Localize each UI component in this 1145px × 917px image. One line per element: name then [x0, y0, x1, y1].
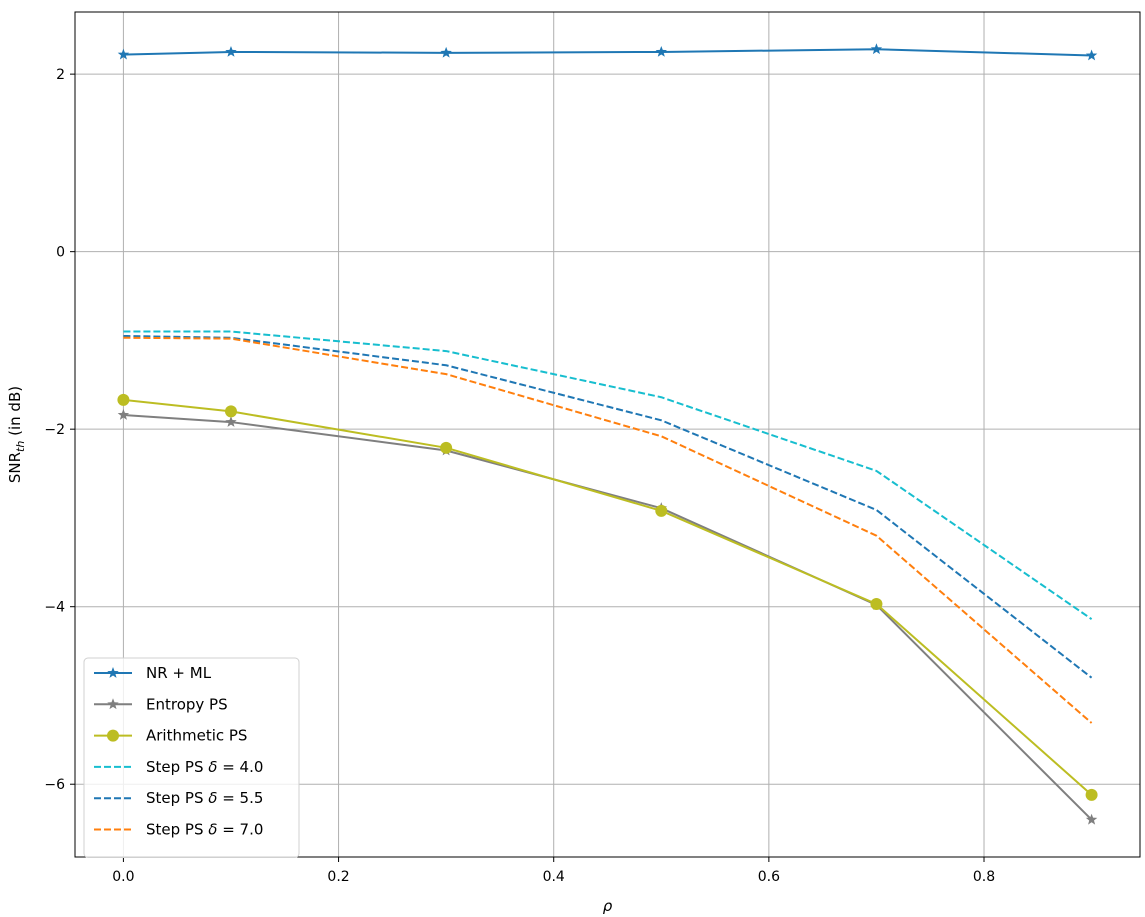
data-point: [870, 43, 883, 55]
data-point: [1085, 813, 1098, 825]
x-tick-label: 0.4: [543, 869, 565, 885]
legend-item: Entropy PS: [94, 695, 228, 713]
legend-marker: [107, 698, 119, 710]
series-step-ps-delta-7-0: [123, 336, 1093, 724]
data-point: [440, 441, 453, 454]
legend-item: Step PS δ = 4.0: [94, 758, 263, 776]
legend-item: Step PS δ = 7.0: [94, 821, 263, 839]
y-tick-label: 2: [56, 67, 65, 83]
y-axis-label: SNRth (in dB): [6, 386, 27, 483]
data-point: [224, 405, 237, 418]
series-layer: [117, 43, 1098, 825]
series-line: [123, 398, 1093, 796]
data-point: [225, 45, 237, 57]
data-point: [870, 598, 883, 611]
data-point: [1085, 788, 1098, 801]
legend-box: [83, 657, 300, 858]
legend-label: Step PS δ = 5.5: [146, 789, 263, 807]
data-point: [117, 48, 130, 60]
data-point: [225, 416, 237, 427]
legend-marker: [107, 667, 119, 678]
series-line: [123, 330, 1093, 620]
series-step-ps-delta-5-5: [123, 334, 1093, 679]
legend-item: Step PS δ = 5.5: [94, 789, 263, 807]
series-line: [123, 48, 1092, 57]
y-tick-label: −2: [44, 422, 65, 438]
legend-label: NR + ML: [146, 664, 212, 682]
plot-frame: [74, 11, 1141, 858]
y-tick-label: −4: [44, 600, 65, 616]
legend-item: Arithmetic PS: [94, 727, 247, 745]
series-step-ps-delta-4-0: [123, 330, 1093, 620]
data-point: [655, 45, 667, 57]
legend-label: Step PS δ = 7.0: [146, 821, 263, 839]
series-line: [123, 334, 1093, 679]
legend-label: Step PS δ = 4.0: [146, 758, 263, 776]
legend-item: NR + ML: [94, 664, 212, 682]
y-tick-label: −6: [44, 777, 65, 793]
legend-label: Arithmetic PS: [146, 727, 247, 745]
data-point: [117, 393, 130, 406]
x-tick-label: 0.6: [758, 869, 780, 885]
legend: NR + ML Entropy PS Arithmetic PS Step PS δ …: [83, 657, 300, 858]
legend-label: Entropy PS: [146, 695, 228, 713]
grid: [75, 12, 1140, 857]
data-point: [655, 504, 668, 517]
y-axis-label-main: SNR: [6, 452, 24, 483]
ticks: 0.0 0.2 0.4 0.6 0.8 −6 −4 −2 0 2: [44, 67, 995, 885]
series-arithmetic-ps: [117, 393, 1098, 801]
y-axis-label-sub: th: [14, 441, 27, 452]
data-point: [117, 408, 130, 420]
x-tick-label: 0.2: [327, 869, 349, 885]
x-axis-label: ρ: [603, 897, 613, 915]
series-line: [123, 336, 1093, 724]
y-axis-label-rest: (in dB): [6, 386, 24, 441]
x-tick-label: 0.8: [973, 869, 995, 885]
series-nr-ml: [117, 43, 1098, 61]
data-point: [440, 46, 452, 58]
data-point: [1085, 49, 1098, 61]
y-tick-label: 0: [56, 245, 65, 261]
x-tick-label: 0.0: [112, 869, 134, 885]
legend-marker: [107, 729, 119, 742]
